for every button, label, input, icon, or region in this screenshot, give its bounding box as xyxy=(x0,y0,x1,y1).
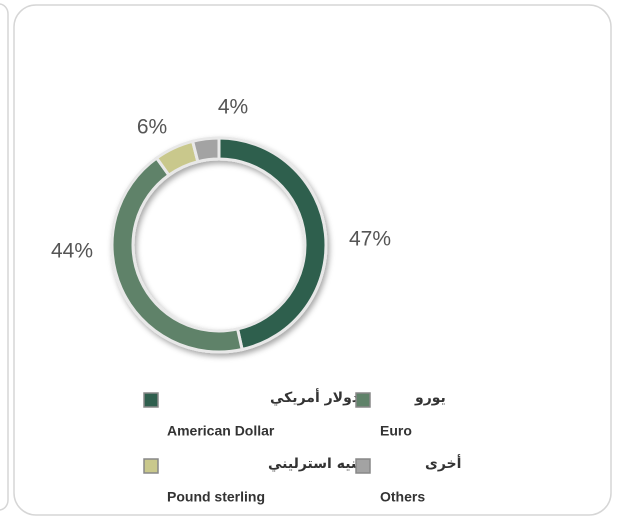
legend-label-en: American Dollar xyxy=(167,423,275,439)
legend-swatch xyxy=(143,392,159,408)
legend-label-en: Pound sterling xyxy=(167,489,265,505)
data-label: 44% xyxy=(51,240,93,263)
legend-swatch xyxy=(355,458,371,474)
donut xyxy=(110,136,328,354)
data-label: 4% xyxy=(218,96,248,119)
legend-swatch xyxy=(143,458,159,474)
data-label: 6% xyxy=(137,116,167,139)
data-label: 47% xyxy=(349,228,391,251)
donut-segment xyxy=(190,136,221,164)
legend-swatch xyxy=(355,392,371,408)
legend-label-en: Euro xyxy=(380,423,412,439)
legend-label-en: Others xyxy=(380,489,425,505)
side-card xyxy=(0,3,9,511)
legend-label-ar: جنيه استرليني xyxy=(268,456,367,472)
labels: 47% دولار أمريكي American Dollar 44% يورو Eur… xyxy=(51,96,461,505)
legend-label-ar: دولار أمريكي xyxy=(270,388,359,406)
legend-label-ar: أخرى xyxy=(425,454,461,472)
legend-label-ar: يورو xyxy=(414,390,446,406)
